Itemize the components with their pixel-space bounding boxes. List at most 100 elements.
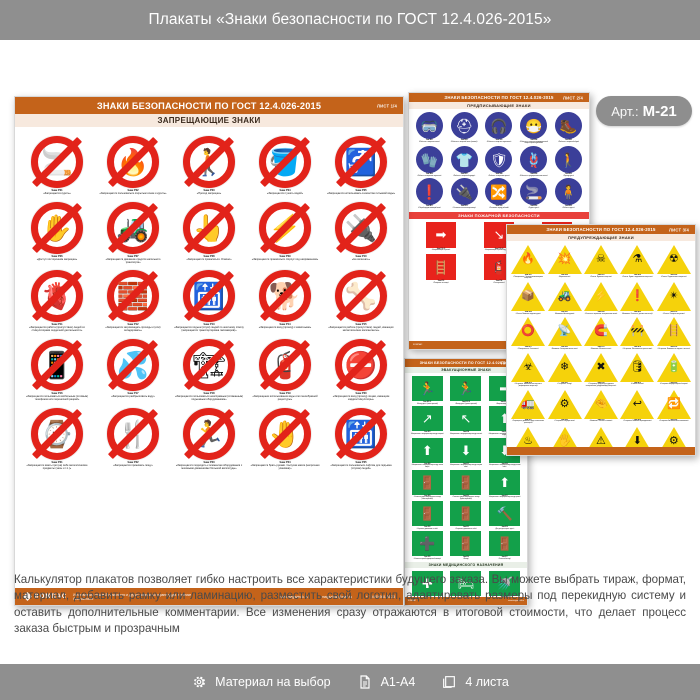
poster-warning-sheet: ЛИСТ 3/4 bbox=[668, 227, 689, 232]
sign-caption: Знак M01 «Работать в защитных очках» bbox=[419, 140, 440, 143]
evacuation-sign-icon: 🚪 bbox=[411, 469, 443, 495]
prohibition-sign-icon: 🐕 bbox=[259, 270, 311, 323]
prohibition-bar bbox=[107, 271, 159, 322]
mandatory-sign-icon: 🥾 bbox=[555, 112, 583, 139]
warning-sign-icon: 📡 bbox=[547, 317, 582, 347]
sign-name: «Осторожно. Возможно опрокидывание» bbox=[623, 421, 652, 423]
sign-name: «Осторожно. Аккумуляторные батареи» bbox=[659, 384, 688, 386]
sign-cell: 🥽 Знак M01 «Работать в защитных очках» bbox=[412, 112, 447, 145]
sign-name: «Направляющая стрелка» bbox=[431, 250, 451, 252]
sign-cell: 🔌 Знак M12 «Отключить штепсельную вилку» bbox=[447, 178, 482, 209]
warning-sign-icon: 🚧 bbox=[620, 317, 655, 347]
sign-name: «Работать здесь» bbox=[562, 208, 575, 210]
sign-cell: ⚡ Знак W08 «Опасность поражения электричес… bbox=[583, 282, 619, 315]
sign-cell: ↖ Знак E04 «Направление к эвакуационному в… bbox=[447, 406, 486, 437]
sign-code: Знак M05 bbox=[565, 140, 572, 141]
prohibition-sign-icon: 🏗 bbox=[183, 339, 235, 392]
sign-cell: 📡 Знак W12 «Внимание. Электромагнитное пол… bbox=[546, 317, 582, 350]
prohibition-bar bbox=[107, 202, 159, 253]
sign-pictogram: 🖐 bbox=[557, 434, 572, 447]
sign-name: «Запрещается пользоваться мобильным (сот… bbox=[25, 395, 89, 401]
sign-cell: ✋Знак P06«Доступ посторонним запрещен» bbox=[19, 198, 95, 265]
sign-code: Знак F03 bbox=[437, 281, 445, 283]
warning-sign-icon: ⚙ bbox=[547, 389, 582, 419]
sign-caption: Знак E01-01 «Выход здесь» (левосторонний) bbox=[417, 402, 438, 405]
sign-code: Знак E13 bbox=[462, 527, 470, 529]
warning-sign-icon: ☢ bbox=[656, 245, 691, 274]
evacuation-sign-icon: 🚪 bbox=[450, 469, 482, 495]
sign-pictogram: ⚙ bbox=[668, 434, 679, 447]
sign-caption: Знак W16 «Осторожно. Биологическая опасно… bbox=[511, 383, 545, 388]
sign-code: Знак P19 bbox=[279, 392, 291, 396]
sign-name: «Работать в защитной обуви» bbox=[558, 141, 580, 143]
sign-caption: Знак E13 «Открывать движением на себя» bbox=[455, 527, 476, 530]
sign-name: «Газовый баллон» bbox=[630, 384, 644, 386]
sign-pictogram: ⚗ bbox=[632, 253, 643, 265]
sign-caption: Знак P02 «Запрещается пользоваться открыт… bbox=[99, 189, 166, 196]
sign-code: Знак W03 bbox=[597, 275, 605, 276]
sign-caption: Знак P01 «Запрещается курить» bbox=[43, 189, 71, 196]
sign-caption: Знак W01 «Пожароопасно. Легковоспламеняющ… bbox=[511, 275, 545, 280]
sign-cell: 🤏 Знак W23 «Внимание. Опасность зажима» bbox=[583, 389, 619, 425]
prohibition-sign-icon: 👆 bbox=[183, 201, 235, 254]
sign-cell: ⬆ Знак E11 «Направление к эвакуационному в… bbox=[485, 469, 524, 501]
mandatory-sign-icon: 😷 bbox=[520, 112, 548, 139]
sign-cell: 🪢 Знак M09 «Работать в предохранительном п… bbox=[516, 146, 551, 177]
mandatory-sign-icon: 🛡 bbox=[485, 146, 513, 174]
sign-cell: 🧲 Знак W13 «Внимание. Магнитное поле» bbox=[583, 317, 619, 350]
footer-phone[interactable]: +7 (495) 988-66-33 bbox=[365, 594, 395, 599]
evacuation-sign-icon: ⬆ bbox=[411, 437, 443, 463]
sign-caption: Знак M02 «Работать в защитной каске (шлем… bbox=[451, 140, 478, 143]
sign-caption: Знак W14 «Осторожно. Малозаметное препятс… bbox=[623, 347, 653, 350]
warning-sign-icon: 🔥 bbox=[511, 245, 546, 274]
sign-caption: Знак W10 «Опасно. Лазерное излучение» bbox=[663, 312, 685, 315]
sign-name: «Работать в защитных очках» bbox=[418, 141, 440, 143]
sign-caption: Знак E03 «Направление к эвакуационному вы… bbox=[411, 432, 444, 435]
prohibition-bar bbox=[259, 136, 311, 188]
prohibition-bar bbox=[107, 408, 159, 459]
poster-warning[interactable]: ЗНАКИ БЕЗОПАСНОСТИ ПО ГОСТ 12.4.026-2015… bbox=[506, 224, 696, 456]
warning-sign-icon: ↩ bbox=[620, 389, 655, 419]
sign-cell: ⚙ Знак W22 «Осторожно. Режущие валы» bbox=[546, 389, 582, 425]
sign-name: «Направляющая стрелка» bbox=[496, 403, 514, 405]
sign-code: Знак F01-02 bbox=[494, 248, 504, 250]
sign-cell: ⚗ Знак W04 «Опасно. Едкие и коррозионные в… bbox=[619, 245, 655, 280]
sign-pictogram: ☣ bbox=[523, 360, 534, 373]
sign-name: «Работать в защитных перчатках» bbox=[417, 175, 442, 177]
evacuation-sign-icon: 🚿 bbox=[489, 571, 521, 597]
sign-pictogram: ⚙ bbox=[559, 397, 570, 410]
sign-cell: 🚬Знак P01«Запрещается курить» bbox=[19, 132, 95, 196]
sign-code: Знак P03 bbox=[203, 189, 215, 192]
poster-prohibition[interactable]: ЗНАКИ БЕЗОПАСНОСТИ ПО ГОСТ 12.4.026-2015… bbox=[14, 96, 404, 606]
footer-site[interactable]: www.magazinok.ru bbox=[279, 594, 308, 599]
sign-name: «Запрещается пользоваться лифтом для под… bbox=[330, 463, 392, 470]
prohibition-bar bbox=[335, 202, 387, 253]
sign-code: Знак E09 bbox=[424, 495, 431, 497]
prohibition-bar bbox=[31, 271, 83, 322]
sign-cell: 🫀Знак P11«Запрещается работа (присутстви… bbox=[19, 266, 95, 333]
sign-name: «Работать в защитном щитке» bbox=[488, 175, 510, 177]
sign-name: «Работать в защитной одежде» bbox=[453, 175, 476, 177]
sign-name: «Опасно. Возможно падение груза» bbox=[515, 313, 541, 315]
sign-cell: 🔥Знак P02«Запрещается пользоваться откры… bbox=[95, 132, 171, 196]
sign-code: Знак W02 bbox=[561, 275, 569, 276]
prohibition-sign-icon: ✋ bbox=[31, 201, 83, 254]
sign-code: Знак M10 bbox=[565, 174, 572, 176]
sign-name: «Проход запрещен» bbox=[196, 191, 222, 195]
sign-caption: Знак W06 «Опасно. Возможно падение груза» bbox=[516, 312, 541, 315]
sign-name: «Запрещается загромождать проходы и (или… bbox=[105, 326, 161, 333]
sign-code: Знак P24 bbox=[279, 460, 291, 464]
sign-caption: Знак W12 «Внимание. Электромагнитное поле… bbox=[551, 347, 577, 350]
footer-email[interactable]: magazinok@mail.ru bbox=[321, 594, 352, 599]
layers-icon bbox=[443, 676, 456, 688]
prohibition-bar bbox=[183, 202, 235, 253]
sign-code: Знак W07 bbox=[561, 312, 569, 314]
mandatory-sign-icon: 🎧 bbox=[485, 112, 513, 139]
sign-cell: 🚰Знак P05«Запрещается использовать в кач… bbox=[323, 132, 399, 196]
sign-name: «Общий предписывающий знак» bbox=[417, 208, 441, 210]
sign-caption: Знак M12 «Отключить штепсельную вилку» bbox=[452, 206, 475, 209]
sign-code: Знак W17 bbox=[561, 382, 569, 384]
sign-cell: ❗ Знак M11 «Общий предписывающий знак» bbox=[412, 178, 447, 209]
sign-name: «Осторожно. Вредные для здоровья аллерги… bbox=[585, 384, 617, 388]
sign-code: Знак P17 bbox=[127, 392, 139, 396]
